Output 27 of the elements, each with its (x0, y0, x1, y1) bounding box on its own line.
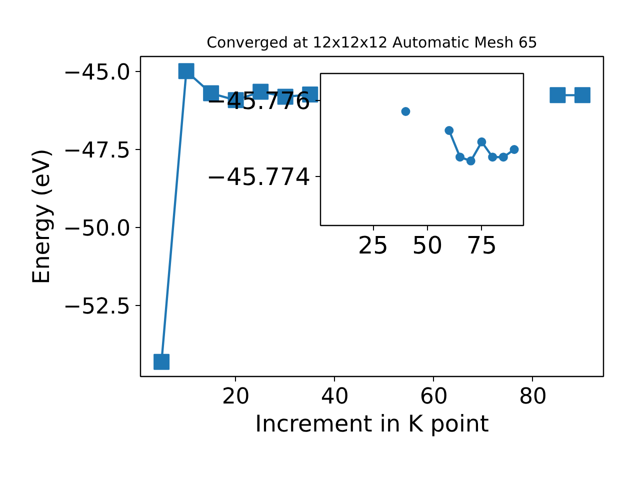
point (550, 87, 566, 104)
y-tick-label: −45.0 (63, 60, 131, 86)
point (498, 152, 508, 162)
point (401, 107, 410, 116)
y-tick-label: −47.5 (63, 138, 131, 164)
x-tick-label: 60 (420, 384, 448, 410)
point (455, 152, 464, 162)
point (154, 354, 170, 370)
y-tick-label: −45.774 (206, 163, 311, 192)
point (488, 152, 498, 162)
point (510, 145, 519, 154)
x-tick-label: 40 (320, 384, 349, 410)
chart-title: Converged at 12x12x12 Automatic Mesh 65 (206, 34, 538, 52)
y-axis-title: Energy (eV) (29, 148, 56, 284)
point (466, 156, 476, 166)
x-tick-label: 20 (222, 384, 250, 410)
point (444, 126, 454, 135)
x-tick-label: 50 (412, 232, 443, 260)
point (178, 63, 194, 80)
point (574, 87, 590, 104)
x-tick-label: 25 (358, 232, 388, 260)
point (477, 137, 486, 146)
y-tick-label: −50.0 (63, 216, 131, 242)
y-tick-label: −52.5 (63, 294, 131, 320)
x-tick-label: 80 (518, 384, 547, 410)
x-axis-title: Increment in K point (255, 412, 489, 438)
x-tick-label: 75 (466, 232, 497, 260)
